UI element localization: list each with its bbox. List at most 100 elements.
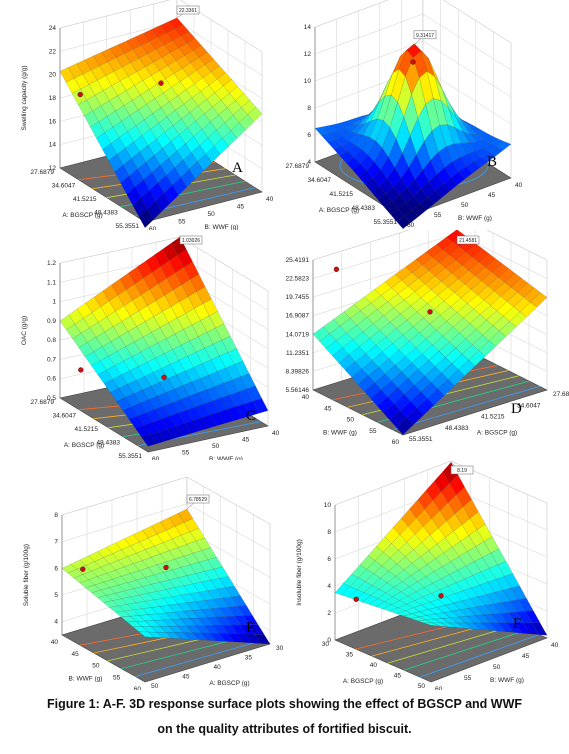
surface-cell: [396, 215, 411, 229]
b-tick-label: 60: [435, 686, 443, 690]
design-point: [333, 266, 340, 272]
gridline-z: [179, 236, 269, 292]
z-tick-label: 4: [307, 159, 311, 166]
z-tick-label: 19.7455: [286, 294, 310, 301]
b-tick-label: 45: [72, 651, 80, 658]
z-tick-label: 1.1: [47, 279, 56, 286]
factor-b-label: B: WWF (g): [205, 224, 239, 230]
surface-cell: [138, 631, 155, 638]
b-tick-label: 55: [178, 219, 186, 226]
factor-b-label: B: WWF (g): [458, 215, 492, 222]
max-flag-box: [186, 494, 210, 504]
max-flag-value: 8.19: [457, 468, 467, 474]
b-tick-label: 50: [92, 663, 100, 670]
surface-cell: [141, 434, 157, 447]
b-tick-label: 60: [134, 686, 142, 690]
b-tick-label: 50: [347, 417, 355, 424]
z-tick-label: 5.56146: [286, 387, 310, 394]
gridline-z: [186, 503, 271, 551]
z-axis-label: Swelling capacity (g/g): [21, 65, 28, 130]
gridline-z: [59, 0, 171, 29]
z-tick-label: 16: [49, 118, 57, 125]
a-tick-label: 40: [370, 662, 378, 669]
a-tick-label: 45: [182, 674, 190, 681]
a-tick-label: 48.4383: [97, 440, 121, 447]
factor-a-label: A: BGSCP (g): [62, 212, 102, 219]
design-point: [161, 374, 167, 380]
z-tick-label: 24: [49, 25, 57, 32]
design-point: [158, 80, 164, 86]
a-tick-label: 55.3551: [116, 223, 140, 230]
max-flag-box: [450, 465, 474, 475]
surface-plot-f: 8.19 0 2 4 6 8 10 Insoluble fiber (g/100g) 30 35 4…: [285, 460, 569, 690]
gridline-z: [59, 236, 181, 264]
factor-b-label: B: WWF (g): [490, 677, 524, 684]
gridline-z: [422, 40, 512, 98]
floor-contour: [135, 639, 264, 677]
surface-plot-a-canvas: 22.3361 12 14 16 18 20 22 24 Swelling capacity (…: [21, 0, 274, 230]
factor-a-label: A: BGSCP (g): [64, 442, 104, 449]
surface-plot-e: 6.78529 4 5 6 7 8 Soluble fiber (g/100g) 30 35 40…: [0, 460, 285, 690]
a-tick-label: 30: [322, 641, 330, 648]
b-tick-label: 50: [461, 202, 469, 209]
gridline-z: [61, 476, 188, 516]
z-tick-label: 10: [304, 78, 312, 85]
gridline-z: [334, 460, 452, 506]
a-tick-label: 50: [151, 683, 159, 690]
max-flag-box: [176, 5, 200, 15]
z-tick-label: 6: [54, 565, 58, 572]
z-tick-label: 0: [327, 637, 331, 644]
gridline-z: [486, 230, 548, 261]
b-tick-label: 55: [113, 674, 121, 681]
z-tick-label: 10: [324, 502, 332, 509]
gridline-z: [179, 256, 269, 311]
floor-contour: [387, 624, 517, 664]
a-tick-label: 41.5215: [75, 426, 99, 433]
a-tick-label: 45: [394, 673, 402, 680]
surface-plot-b: 9.31417468101214WAC (g/g)27.687934.60474…: [285, 0, 569, 230]
a-tick-label: 55.3551: [409, 436, 433, 443]
factor-b-label: B: WWF (g): [209, 456, 243, 460]
surface-plot-d-canvas: 21.4581 5.56146 8.39826 11.2351 14.0719 16.90…: [286, 230, 569, 446]
gridline-z: [312, 230, 410, 261]
b-tick-label: 55: [464, 675, 472, 682]
z-axis-label: Insoluble fiber (g/100g): [296, 539, 303, 606]
b-tick-label: 60: [392, 439, 400, 446]
a-tick-label: 48.4383: [94, 210, 118, 217]
factor-a-label: A: BGSCP (g): [343, 678, 383, 685]
surface-plot-f-canvas: 8.19 0 2 4 6 8 10 Insoluble fiber (g/100g) 30 35 4…: [296, 460, 559, 690]
max-flag-value: 22.3361: [179, 8, 197, 14]
z-tick-label: 20: [49, 72, 57, 79]
floor-contour: [392, 385, 540, 431]
b-tick-label: 55: [369, 428, 377, 435]
design-point: [410, 59, 416, 65]
caption-line-1: Figure 1: A-F. 3D response surface plots…: [46, 697, 523, 711]
panel-label-e: E: [246, 620, 255, 636]
b-tick-label: 40: [515, 182, 523, 189]
gridline-z: [186, 476, 271, 525]
a-tick-label: 50: [418, 683, 426, 690]
a-tick-label: 55.3551: [119, 453, 143, 460]
a-tick-label: 41.5215: [73, 196, 97, 203]
panel-label-f: F: [513, 616, 521, 632]
factor-b-label: B: WWF (g): [69, 676, 103, 683]
z-tick-label: 0.5: [47, 395, 56, 402]
z-tick-label: 18: [49, 95, 57, 102]
gridline-z: [442, 0, 512, 44]
z-tick-label: 4: [327, 583, 331, 590]
z-tick-label: 22: [49, 48, 57, 55]
z-tick-label: 1.2: [47, 260, 56, 267]
z-tick-label: 2: [327, 610, 331, 617]
a-tick-label: 41.5215: [481, 414, 505, 421]
b-tick-label: 50: [208, 211, 216, 218]
surface-plot-a: 22.3361 12 14 16 18 20 22 24 Swelling capacity (…: [0, 0, 285, 230]
z-tick-label: 6: [307, 132, 311, 139]
surface-plot-c: 1.03026 0.5 0.6 0.7 0.8 0.9 1 1.1 1.2 OAC (g/g) 27…: [0, 230, 285, 460]
max-flag-box: [456, 235, 480, 245]
b-tick-label: 55: [434, 212, 442, 219]
z-tick-label: 8: [307, 105, 311, 112]
b-tick-label: 40: [272, 430, 280, 437]
z-tick-label: 7: [54, 539, 58, 546]
a-tick-label: 30: [276, 645, 284, 652]
